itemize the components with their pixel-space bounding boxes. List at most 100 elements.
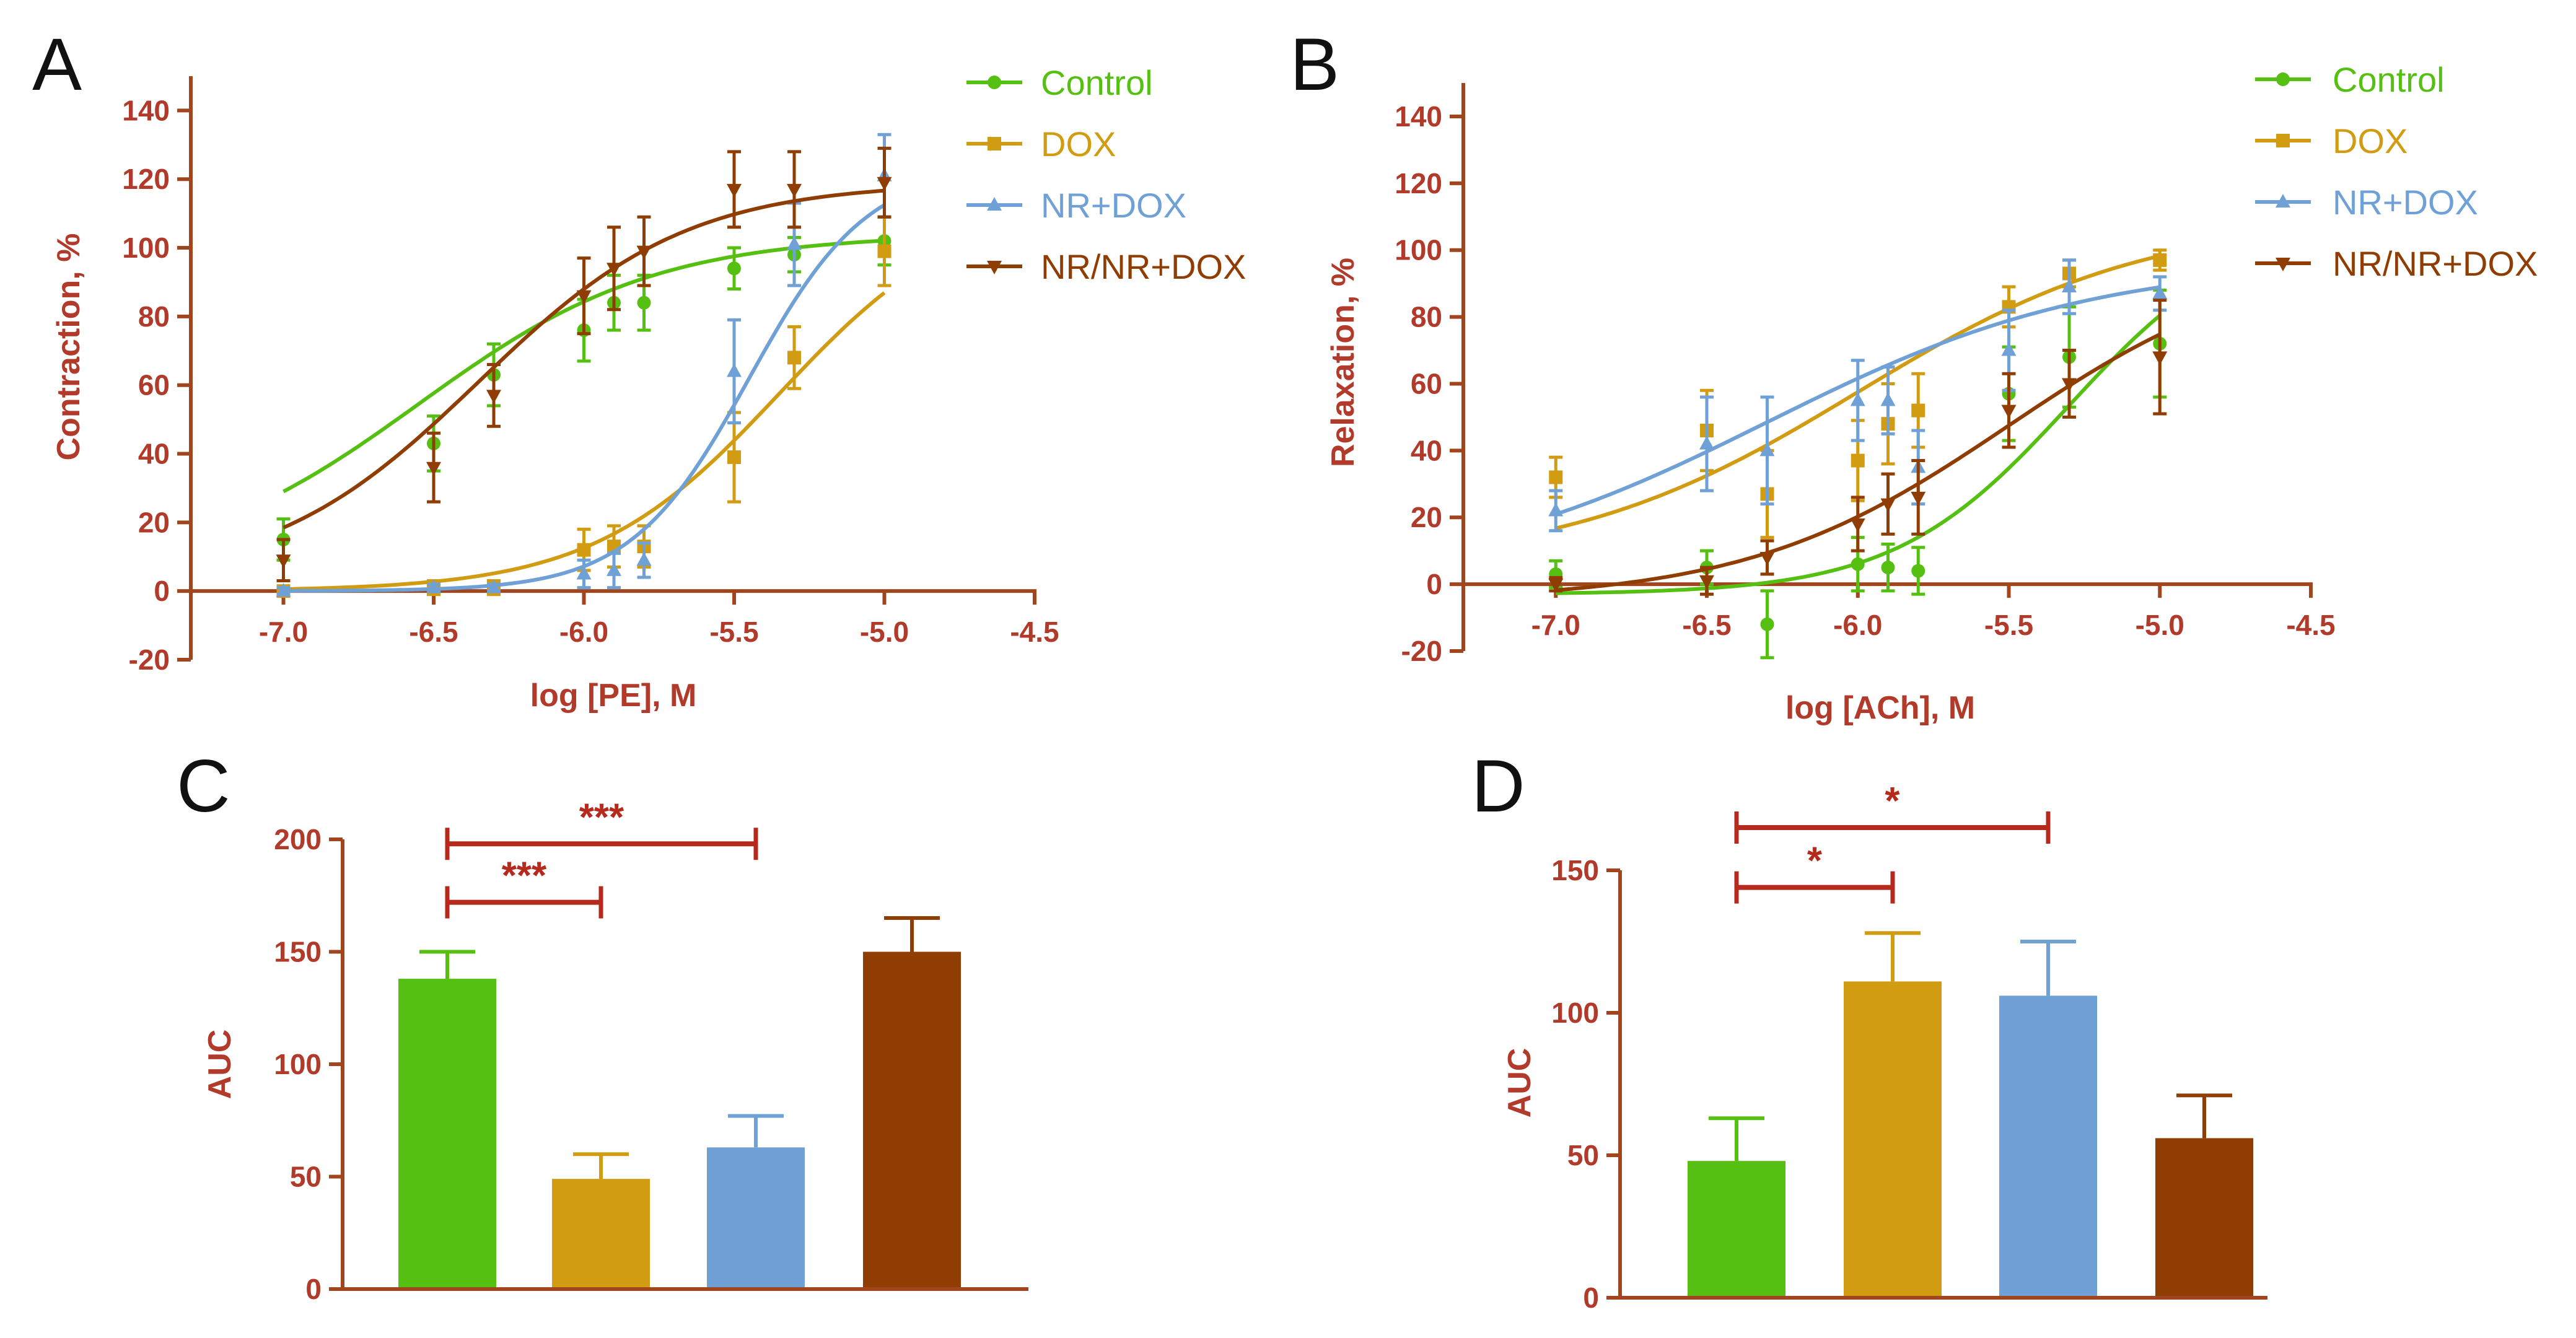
legend-label-dox: DOX <box>1041 125 1116 164</box>
data-point <box>276 554 291 569</box>
data-point <box>2001 404 2017 419</box>
x-tick-label: -6.0 <box>1833 609 1882 641</box>
data-point <box>636 552 652 566</box>
data-point <box>1548 502 1564 517</box>
bar-nr-nr-dox <box>2155 1138 2253 1298</box>
data-point <box>1548 579 1564 593</box>
legend-marker-nr-nr-dox <box>987 261 1002 274</box>
data-point <box>1880 392 1896 406</box>
data-point <box>426 579 441 593</box>
panel-letter-a: A <box>32 23 82 106</box>
y-tick-label: 60 <box>1411 367 1442 400</box>
data-point <box>1911 564 1925 578</box>
panel-letter-b: B <box>1290 23 1339 106</box>
data-point <box>486 390 501 404</box>
y-tick-label: 100 <box>274 1048 322 1080</box>
y-tick-label: 50 <box>290 1161 322 1193</box>
y-tick-label: 80 <box>138 300 170 333</box>
series-nr-dox <box>276 133 892 597</box>
data-point <box>1760 617 1774 631</box>
data-point <box>1549 470 1563 484</box>
data-point <box>1699 435 1714 450</box>
y-axis-title: Contraction, % <box>51 234 87 461</box>
data-point <box>636 245 652 260</box>
data-point <box>577 543 591 557</box>
series-nr-nr-dox <box>276 146 892 583</box>
data-point <box>1699 575 1714 589</box>
panel-a-line-chart: -20 0 20 40 60 80 100 120 140 -7.0 -6.5 -6.0 -5.5 -5.… <box>51 63 1246 714</box>
y-tick-label: 0 <box>1583 1282 1599 1314</box>
y-tick-label: 150 <box>274 936 322 968</box>
data-point <box>787 351 801 365</box>
data-point <box>2152 285 2168 299</box>
y-tick-label: 0 <box>305 1273 322 1305</box>
legend-marker-nr-dox <box>987 197 1002 211</box>
x-tick-label: -5.5 <box>1984 609 2033 641</box>
data-point <box>1759 442 1775 457</box>
data-point <box>276 583 291 597</box>
y-tick-label: 100 <box>1551 997 1599 1029</box>
data-point <box>607 562 621 576</box>
y-tick-label: 0 <box>1426 568 1442 600</box>
x-axis-title: log [PE], M <box>530 678 697 714</box>
data-point <box>1880 498 1896 512</box>
bar-nr-dox <box>707 1147 805 1289</box>
data-point <box>1911 403 1925 418</box>
y-axis-title: Relaxation, % <box>1325 258 1361 467</box>
series-nr-nr-dox <box>1548 299 2168 596</box>
data-point <box>576 566 592 580</box>
x-tick-label: -6.0 <box>559 616 608 648</box>
data-point <box>787 236 802 250</box>
data-point <box>2153 253 2167 267</box>
data-point <box>1851 453 1865 468</box>
data-point <box>426 461 441 476</box>
x-tick-label: -4.5 <box>2286 609 2335 641</box>
data-point <box>2001 342 2017 356</box>
panel-d-bar-chart: 0 50 100 150 AUC * * <box>1502 780 2267 1314</box>
bar-control <box>1688 1161 1785 1298</box>
data-point <box>877 177 892 191</box>
y-tick-label: -20 <box>129 644 170 676</box>
y-tick-label: 120 <box>122 163 170 195</box>
x-tick-label: -6.5 <box>1682 609 1731 641</box>
y-tick-label: 200 <box>274 823 322 855</box>
legend-label-nr-nr-dox: NR/NR+DOX <box>1041 247 1246 286</box>
y-tick-label: 40 <box>138 438 170 470</box>
legend-label-nr-dox: NR+DOX <box>2333 183 2478 222</box>
y-axis-title: AUC <box>202 1030 238 1100</box>
y-tick-label: 20 <box>1411 501 1442 533</box>
y-tick-label: -20 <box>1401 635 1442 667</box>
data-point <box>637 295 651 310</box>
y-axis-title: AUC <box>1502 1048 1538 1118</box>
y-tick-label: 120 <box>1395 167 1442 199</box>
bar-nr-nr-dox <box>863 951 961 1289</box>
legend-marker-control <box>2276 72 2290 86</box>
legend-label-nr-dox: NR+DOX <box>1041 186 1186 225</box>
data-point <box>727 450 741 465</box>
x-tick-label: -7.0 <box>259 616 308 648</box>
y-tick-label: 100 <box>1395 234 1442 266</box>
y-tick-label: 40 <box>1411 434 1442 466</box>
data-point <box>1851 557 1865 571</box>
legend-label-nr-nr-dox: NR/NR+DOX <box>2333 244 2538 283</box>
y-tick-label: 150 <box>1551 854 1599 886</box>
data-point <box>1759 551 1775 566</box>
data-point <box>607 263 621 277</box>
legend-marker-nr-dox <box>2276 194 2290 208</box>
data-point <box>787 183 802 198</box>
panel-letter-c: C <box>177 745 230 828</box>
significance-label: * <box>1885 780 1900 823</box>
bar-dox <box>1844 981 1942 1298</box>
x-tick-label: -5.0 <box>860 616 909 648</box>
panel-letter-d: D <box>1471 745 1525 828</box>
y-tick-label: 80 <box>1411 301 1442 333</box>
bar-nr-dox <box>1999 995 2097 1298</box>
bar-dox <box>552 1179 650 1289</box>
significance-label: * <box>1807 840 1823 883</box>
legend-label-control: Control <box>1041 63 1153 102</box>
x-tick-label: -5.0 <box>2136 609 2184 641</box>
y-tick-label: 140 <box>1395 100 1442 133</box>
x-tick-label: -6.5 <box>409 616 458 648</box>
x-tick-label: -7.0 <box>1531 609 1580 641</box>
